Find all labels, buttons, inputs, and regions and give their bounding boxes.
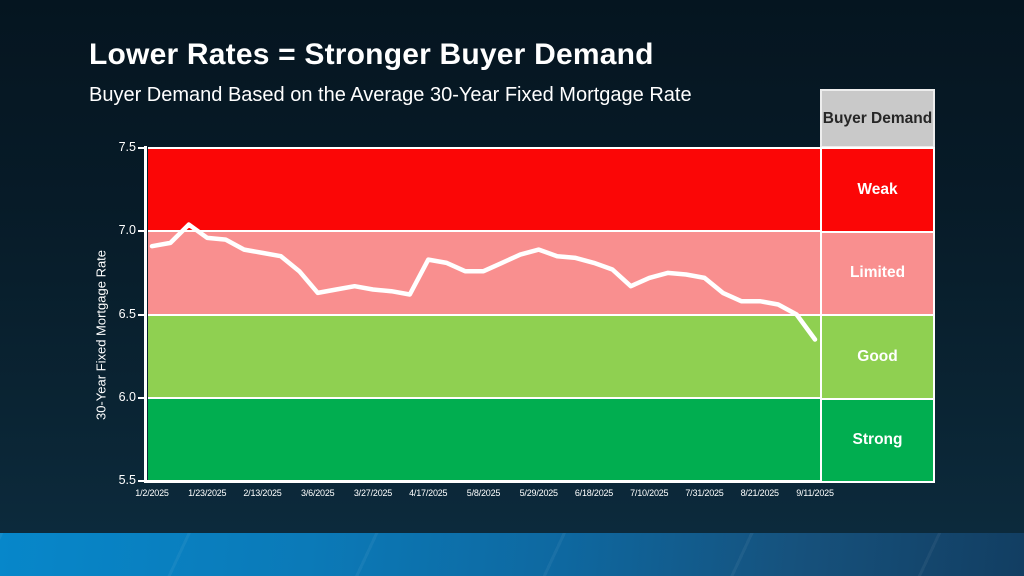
x-tick-label: 9/11/2025 [796,488,834,498]
legend-cell-strong: Strong [822,397,933,481]
y-tick-label: 5.5 [118,473,136,487]
legend-cell-weak: Weak [822,149,933,231]
buyer-demand-legend: Weak Limited Good Strong [820,147,935,483]
x-tick-label: 3/6/2025 [301,488,335,498]
legend-cell-good: Good [822,314,933,398]
y-tick-label: 7.5 [118,140,136,154]
x-tick-label: 3/27/2025 [353,488,393,498]
gridline-7.0 [148,230,820,233]
x-tick-label: 7/10/2025 [630,488,669,498]
band-weak [148,148,820,232]
x-axis-line [144,480,822,483]
x-tick-label: 2/13/2025 [243,488,282,498]
x-tick-label: 5/8/2025 [466,488,501,498]
y-tick-label: 6.5 [118,306,136,321]
rate-series-polyline [149,222,818,342]
y-tick-mark [138,147,145,149]
mortgage-rate-line [149,222,818,342]
y-axis-line [144,146,147,483]
x-tick-label: 8/21/2025 [740,488,779,498]
y-tick-label: 6.0 [118,389,136,404]
y-tick-label: 7.0 [118,223,136,238]
x-tick-label: 1/2/2025 [135,488,169,498]
y-tick-mark [138,396,145,399]
x-tick-label: 7/31/2025 [685,488,724,498]
y-tick-mark [138,230,145,233]
x-tick-label: 5/29/2025 [519,488,558,498]
y-tick-mark [138,313,145,316]
chart-plot-area [148,147,820,481]
band-good [148,314,820,398]
x-tick-label: 6/18/2025 [574,488,614,498]
band-strong [148,397,820,481]
gridline-7.5 [148,147,820,149]
x-tick-label: 1/23/2025 [188,488,227,498]
y-tick-mark [138,480,145,482]
page-title: Lower Rates = Stronger Buyer Demand [89,38,654,71]
footer-bar: Source: Freddie Mac [0,533,1024,576]
page-subtitle: Buyer Demand Based on the Average 30-Yea… [89,84,692,106]
legend-header: Buyer Demand [820,89,935,148]
x-tick-label: 4/17/2025 [409,488,448,498]
gridline-6.5 [148,313,820,316]
legend-cell-limited: Limited [822,230,933,314]
gridline-6.0 [148,396,820,399]
